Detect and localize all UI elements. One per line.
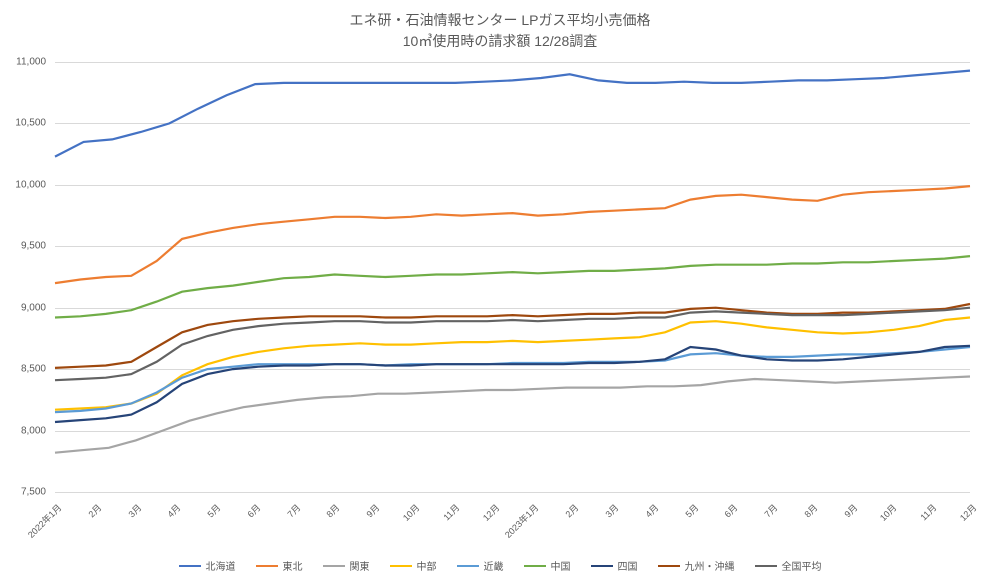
x-tick-label: 8月: [801, 501, 820, 520]
legend-item: 東北: [256, 558, 303, 573]
legend-label: 近畿: [484, 558, 504, 573]
x-tick-label: 2月: [562, 501, 581, 520]
series-line-東北: [55, 186, 970, 283]
legend-swatch: [179, 565, 201, 567]
series-line-九州・沖縄: [55, 304, 970, 368]
legend-label: 関東: [350, 558, 370, 573]
chart-container: エネ研・石油情報センター LPガス平均小売価格 10㎥使用時の請求額 12/28…: [0, 0, 1000, 581]
y-tick-label: 9,500: [21, 241, 46, 252]
x-tick-label: 10月: [877, 501, 900, 524]
legend-swatch: [524, 565, 546, 567]
series-line-全国平均: [55, 308, 970, 381]
plot-area: [55, 62, 970, 492]
y-tick-label: 10,000: [15, 179, 46, 190]
legend-item: 近畿: [457, 558, 504, 573]
legend-item: 中部: [390, 558, 437, 573]
legend-label: 四国: [618, 558, 638, 573]
series-line-中国: [55, 256, 970, 317]
legend-swatch: [256, 565, 278, 567]
legend-swatch: [658, 565, 680, 567]
legend-label: 東北: [283, 558, 303, 573]
x-tick-label: 5月: [204, 501, 223, 520]
x-tick-label: 11月: [917, 501, 939, 523]
x-tick-label: 3月: [602, 501, 621, 520]
legend-label: 北海道: [206, 558, 236, 573]
legend-swatch: [457, 565, 479, 567]
y-tick-label: 8,500: [21, 364, 46, 375]
legend-swatch: [755, 565, 777, 567]
y-tick-label: 10,500: [15, 118, 46, 129]
x-tick-label: 11月: [440, 501, 462, 523]
x-tick-label: 2022年1月: [25, 501, 65, 541]
legend-item: 九州・沖縄: [658, 558, 735, 573]
x-tick-label: 5月: [682, 501, 701, 520]
x-tick-label: 12月: [479, 501, 502, 524]
title-line-1: エネ研・石油情報センター LPガス平均小売価格: [0, 10, 1000, 31]
gridline: [55, 492, 970, 493]
legend-item: 北海道: [179, 558, 236, 573]
legend-item: 四国: [591, 558, 638, 573]
x-tick-label: 12月: [957, 501, 980, 524]
x-tick-label: 9月: [841, 501, 860, 520]
x-tick-label: 4月: [164, 501, 183, 520]
legend-swatch: [323, 565, 345, 567]
series-line-関東: [55, 377, 970, 453]
legend-swatch: [390, 565, 412, 567]
legend-swatch: [591, 565, 613, 567]
legend-item: 中国: [524, 558, 571, 573]
x-tick-label: 7月: [761, 501, 780, 520]
y-tick-label: 11,000: [16, 57, 46, 68]
chart-lines: [55, 62, 970, 492]
x-tick-label: 7月: [284, 501, 303, 520]
legend-item: 関東: [323, 558, 370, 573]
legend-label: 全国平均: [782, 558, 822, 573]
y-tick-label: 7,500: [21, 487, 46, 498]
x-tick-label: 6月: [721, 501, 740, 520]
chart-title: エネ研・石油情報センター LPガス平均小売価格 10㎥使用時の請求額 12/28…: [0, 0, 1000, 52]
y-axis: 7,5008,0008,5009,0009,50010,00010,50011,…: [0, 62, 50, 492]
legend-label: 中部: [417, 558, 437, 573]
x-axis: 2022年1月2月3月4月5月6月7月8月9月10月11月12月2023年1月2…: [55, 495, 970, 535]
x-tick-label: 2月: [85, 501, 104, 520]
y-tick-label: 8,000: [21, 425, 46, 436]
legend-label: 中国: [551, 558, 571, 573]
x-tick-label: 2023年1月: [502, 501, 542, 541]
title-line-2: 10㎥使用時の請求額 12/28調査: [0, 31, 1000, 52]
x-tick-label: 8月: [324, 501, 343, 520]
x-tick-label: 3月: [125, 501, 144, 520]
y-tick-label: 9,000: [21, 302, 46, 313]
x-tick-label: 6月: [244, 501, 263, 520]
series-line-四国: [55, 346, 970, 422]
x-tick-label: 10月: [400, 501, 423, 524]
series-line-北海道: [55, 71, 970, 157]
legend: 北海道 東北 関東 中部 近畿 中国 四国 九州・沖縄 全国平均: [0, 558, 1000, 573]
legend-item: 全国平均: [755, 558, 822, 573]
x-tick-label: 9月: [363, 501, 382, 520]
legend-label: 九州・沖縄: [685, 558, 735, 573]
x-tick-label: 4月: [642, 501, 661, 520]
